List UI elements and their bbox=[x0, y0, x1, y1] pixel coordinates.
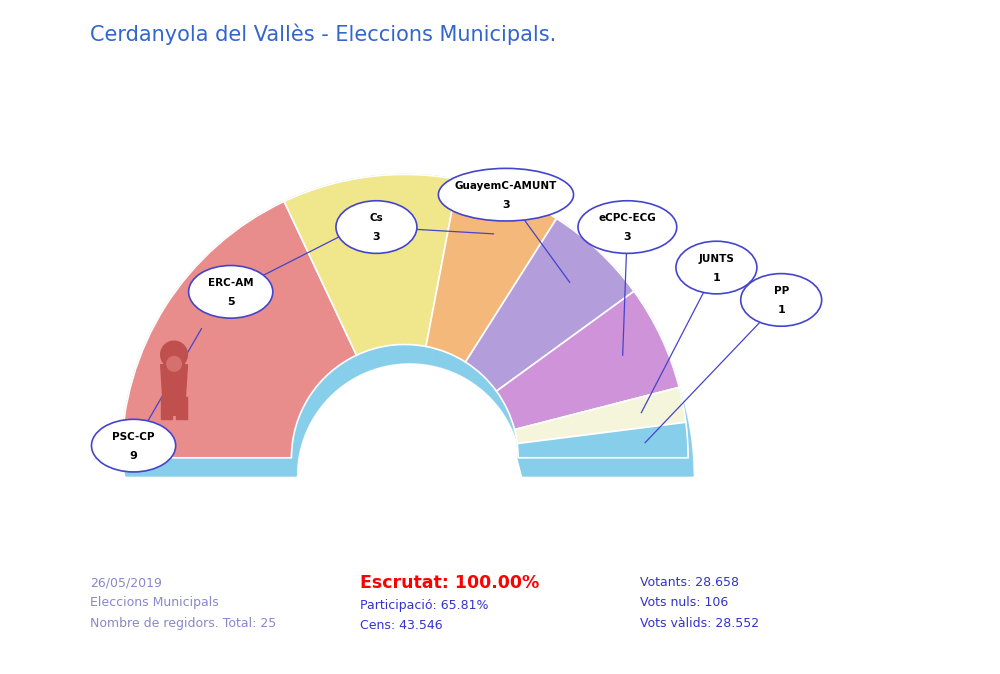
Text: Votants: 28.658: Votants: 28.658 bbox=[640, 576, 739, 589]
Text: Cens: 43.546: Cens: 43.546 bbox=[360, 619, 443, 632]
Text: PSC-CP: PSC-CP bbox=[112, 432, 155, 441]
Wedge shape bbox=[126, 220, 361, 476]
Text: JUNTS: JUNTS bbox=[698, 253, 734, 264]
Text: 3: 3 bbox=[502, 200, 510, 210]
Text: 5: 5 bbox=[227, 297, 235, 307]
Wedge shape bbox=[426, 179, 557, 362]
Text: Cerdanyola del Vallès - Eleccions Municipals.: Cerdanyola del Vallès - Eleccions Munici… bbox=[90, 24, 556, 45]
Wedge shape bbox=[470, 237, 639, 409]
Text: Escrutat: 100.00%: Escrutat: 100.00% bbox=[360, 574, 539, 592]
Text: 1: 1 bbox=[777, 305, 785, 315]
Text: PP: PP bbox=[774, 286, 789, 296]
Ellipse shape bbox=[741, 274, 822, 326]
Text: Participació: 65.81%: Participació: 65.81% bbox=[360, 599, 488, 611]
Wedge shape bbox=[515, 388, 686, 443]
Wedge shape bbox=[121, 202, 357, 458]
Text: 26/05/2019: 26/05/2019 bbox=[90, 576, 162, 589]
Text: 9: 9 bbox=[130, 451, 138, 461]
Circle shape bbox=[167, 357, 181, 371]
Text: Cs: Cs bbox=[370, 213, 383, 223]
Ellipse shape bbox=[91, 419, 176, 472]
Polygon shape bbox=[121, 175, 693, 476]
Text: Eleccions Municipals: Eleccions Municipals bbox=[90, 596, 219, 609]
Ellipse shape bbox=[438, 168, 574, 221]
Wedge shape bbox=[289, 193, 463, 373]
Ellipse shape bbox=[336, 201, 417, 253]
Polygon shape bbox=[518, 458, 693, 476]
Ellipse shape bbox=[189, 266, 273, 318]
Wedge shape bbox=[501, 309, 684, 448]
Ellipse shape bbox=[676, 241, 757, 294]
Text: eCPC-ECG: eCPC-ECG bbox=[599, 213, 656, 223]
Text: Nombre de regidors. Total: 25: Nombre de regidors. Total: 25 bbox=[90, 617, 276, 630]
Text: 3: 3 bbox=[373, 232, 380, 242]
Wedge shape bbox=[519, 406, 691, 462]
Text: Vots vàlids: 28.552: Vots vàlids: 28.552 bbox=[640, 617, 759, 630]
Polygon shape bbox=[121, 458, 296, 476]
Polygon shape bbox=[291, 344, 523, 476]
Wedge shape bbox=[431, 197, 561, 380]
Ellipse shape bbox=[578, 201, 677, 253]
Text: ERC-AM: ERC-AM bbox=[208, 278, 254, 288]
Wedge shape bbox=[465, 218, 634, 391]
Circle shape bbox=[161, 341, 187, 368]
Text: Vots nuls: 106: Vots nuls: 106 bbox=[640, 596, 728, 609]
Wedge shape bbox=[496, 291, 679, 429]
Wedge shape bbox=[522, 441, 693, 476]
Text: 3: 3 bbox=[624, 232, 631, 242]
Wedge shape bbox=[517, 423, 688, 458]
Text: GuayemC-AMUNT: GuayemC-AMUNT bbox=[455, 181, 557, 191]
Polygon shape bbox=[176, 397, 187, 419]
Wedge shape bbox=[284, 175, 458, 355]
Polygon shape bbox=[161, 397, 172, 419]
Polygon shape bbox=[161, 365, 187, 415]
Text: 1: 1 bbox=[713, 273, 720, 282]
